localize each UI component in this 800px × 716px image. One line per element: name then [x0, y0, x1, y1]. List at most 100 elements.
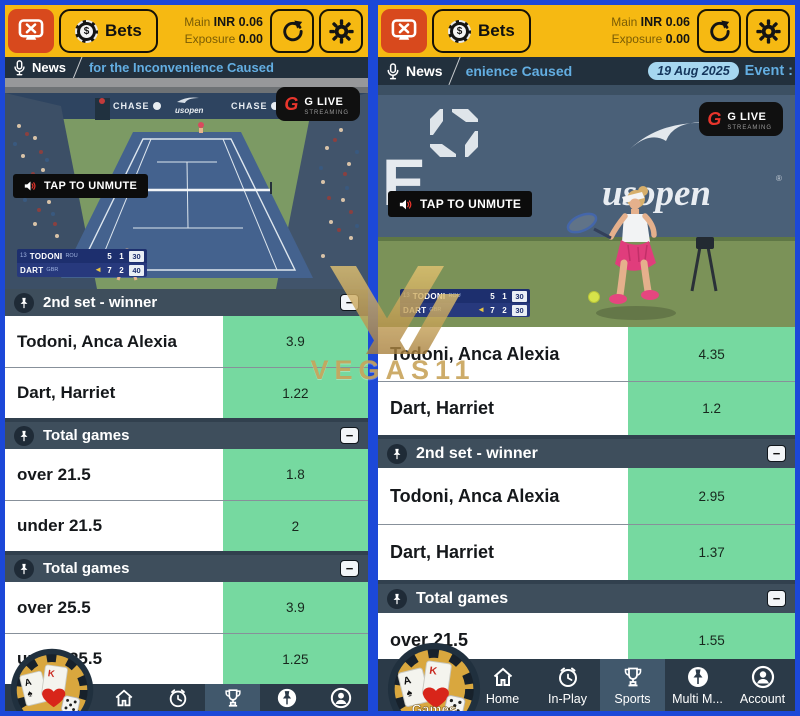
nav-home[interactable]: Home [470, 659, 535, 711]
odds-button[interactable]: 1.2 [628, 382, 795, 435]
unmute-label: TAP TO UNMUTE [44, 180, 138, 192]
selection-row: Dart, Harriet 1.2 [378, 381, 795, 435]
main-value: INR 0.06 [640, 15, 690, 30]
bets-button[interactable]: $ Bets [432, 9, 531, 53]
odds-button[interactable]: 3.9 [222, 582, 368, 633]
settings-button[interactable] [319, 9, 363, 53]
svg-text:♠: ♠ [405, 687, 414, 700]
market-header: Total games − [378, 584, 795, 613]
scoreboard-row-todoni: 13 TODONI ROU 5 1 30 [400, 289, 530, 303]
tap-to-unmute-button[interactable]: TAP TO UNMUTE [13, 174, 149, 198]
settings-button[interactable] [746, 9, 790, 53]
match-scoreboard: 13 TODONI ROU 5 1 30 DART GBR ◄ 7 2 40 [17, 249, 147, 277]
nav-home[interactable] [97, 684, 151, 711]
news-ticker-bar: News for the Inconvenience Caused [5, 57, 368, 78]
odds-button[interactable]: 3.9 [222, 316, 368, 367]
svg-text:®: ® [776, 174, 782, 183]
collapse-button[interactable]: − [767, 590, 786, 607]
market-2nd-set-winner: 2nd set - winner − Todoni, Anca Alexia 2… [378, 439, 795, 580]
nav-account[interactable]: Account [730, 659, 795, 711]
main-label: Main [611, 15, 638, 30]
market-match-winner-rows: Todoni, Anca Alexia 4.35 Dart, Harriet 1… [378, 327, 795, 435]
news-date-badge: 19 Aug 2025 [648, 62, 739, 80]
live-video-player[interactable]: CHASE usopen CHASE [5, 78, 368, 289]
tv-close-icon [18, 19, 44, 40]
person-icon [330, 687, 352, 708]
svg-text:Games: Games [412, 702, 457, 716]
svg-text:usopen: usopen [175, 106, 204, 115]
nav-account[interactable] [314, 684, 368, 711]
market-2nd-set-winner: 2nd set - winner − Todoni, Anca Alexia 3… [5, 289, 368, 418]
odds-button[interactable]: 2.95 [628, 468, 795, 524]
nav-in-play[interactable]: In-Play [535, 659, 600, 711]
market-header: 2nd set - winner − [5, 289, 368, 316]
market-header: Total games − [5, 422, 368, 449]
nav-sports[interactable]: Sports [600, 659, 665, 711]
poker-chip-icon: $ [75, 19, 98, 43]
refresh-button[interactable] [697, 9, 741, 53]
refresh-icon [282, 19, 303, 41]
glive-title: G LIVE [304, 96, 344, 108]
glive-subtitle: STREAMING [727, 125, 772, 131]
news-event-label: Event : [744, 63, 793, 79]
screen-right: $ Bets Main INR 0.06 Exposure 0.00 [373, 0, 800, 716]
nav-sports[interactable] [205, 684, 260, 711]
bets-button[interactable]: $ Bets [59, 9, 158, 53]
gear-icon [328, 18, 354, 44]
bets-label: Bets [478, 21, 515, 40]
glive-logo-icon: G [707, 109, 722, 129]
odds-button[interactable]: 1.8 [222, 449, 368, 500]
glive-subtitle: STREAMING [304, 110, 349, 116]
live-streaming-badge: G G LIVE STREAMING [276, 87, 360, 121]
selection-row: over 21.5 1.8 [5, 449, 368, 500]
news-separator [71, 57, 84, 78]
games-logo[interactable]: A ♠ K [9, 647, 95, 711]
screen-left: $ Bets Main INR 0.06 Exposure 0.00 [0, 0, 373, 716]
odds-button[interactable]: 4.35 [628, 327, 795, 381]
exposure-value: 0.00 [665, 32, 690, 46]
main-label: Main [184, 15, 211, 30]
collapse-button[interactable]: − [340, 294, 359, 311]
games-logo[interactable]: A ♠ K Games [386, 641, 482, 716]
news-label: News [406, 63, 443, 79]
glive-logo-icon: G [284, 94, 299, 114]
news-ticker-bar: News enience Caused 19 Aug 2025 Event : [378, 57, 795, 85]
collapse-button[interactable]: − [767, 445, 786, 462]
odds-button[interactable]: 1.37 [628, 525, 795, 580]
nav-multi-market[interactable] [260, 684, 314, 711]
alarm-clock-icon [170, 688, 187, 707]
nav-multi-market[interactable]: Multi M... [665, 659, 730, 711]
alarm-clock-icon [558, 667, 577, 687]
match-scoreboard: 13 TODONI ROU 5 1 30 DART GBR ◄ 7 2 30 [400, 289, 530, 317]
collapse-button[interactable]: − [340, 560, 359, 577]
microphone-icon [14, 59, 25, 75]
market-header: Total games − [5, 555, 368, 582]
scoreboard-row-dart: DART GBR ◄ 7 2 30 [400, 303, 530, 317]
collapse-button[interactable]: − [340, 427, 359, 444]
home-icon [115, 688, 133, 706]
tap-to-unmute-button[interactable]: TAP TO UNMUTE [388, 191, 533, 217]
selection-row: Todoni, Anca Alexia 3.9 [5, 316, 368, 367]
selection-row: Dart, Harriet 1.37 [378, 524, 795, 580]
odds-button[interactable]: 1.55 [628, 613, 795, 667]
refresh-button[interactable] [270, 9, 314, 53]
games-chip-icon: A ♠ K Games [387, 642, 481, 716]
odds-button[interactable]: 1.22 [222, 368, 368, 418]
svg-text:♠: ♠ [26, 688, 34, 700]
exposure-label: Exposure [184, 32, 236, 46]
close-button[interactable] [381, 9, 427, 53]
pin-icon [14, 292, 34, 313]
market-header: 2nd set - winner − [378, 439, 795, 468]
odds-button[interactable]: 2 [222, 501, 368, 551]
odds-button[interactable]: 1.25 [222, 634, 368, 684]
svg-text:A: A [402, 674, 413, 688]
gear-icon [755, 18, 781, 44]
close-button[interactable] [8, 9, 54, 53]
pin-icon [387, 588, 407, 609]
news-ticker-text: for the Inconvenience Caused [88, 60, 274, 75]
selection-row: Dart, Harriet 1.22 [5, 367, 368, 418]
svg-text:A: A [23, 677, 32, 689]
live-video-player[interactable]: E usopen ® [378, 85, 795, 327]
nav-in-play[interactable] [151, 684, 205, 711]
selection-row: Todoni, Anca Alexia 2.95 [378, 468, 795, 524]
